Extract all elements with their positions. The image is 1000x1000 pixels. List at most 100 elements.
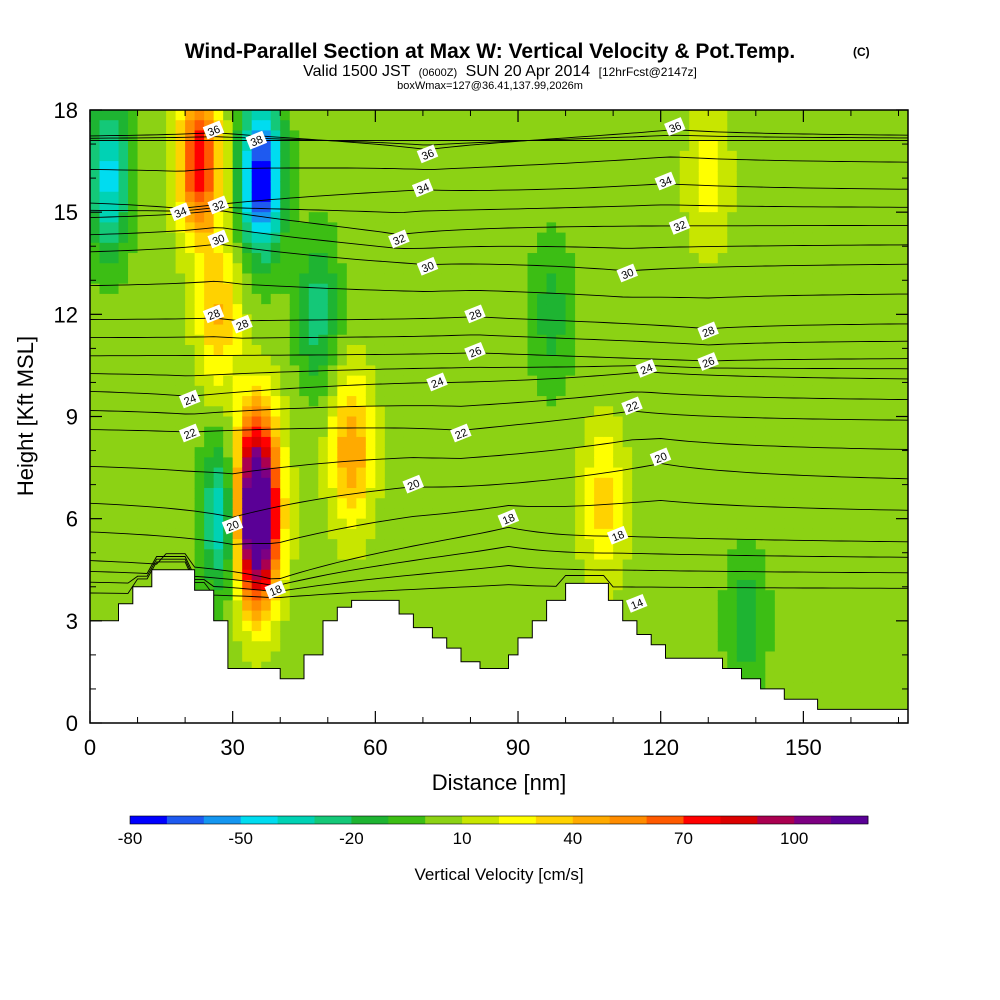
velocity-cell [280, 201, 291, 213]
velocity-cell [841, 314, 852, 326]
velocity-cell [546, 590, 557, 601]
velocity-cell [261, 549, 272, 561]
velocity-cell [156, 201, 167, 213]
velocity-cell [575, 549, 586, 561]
velocity-cell [147, 140, 158, 152]
velocity-cell [499, 273, 510, 285]
velocity-cell [280, 150, 291, 162]
velocity-cell [375, 498, 386, 510]
velocity-cell [632, 171, 643, 183]
velocity-cell [698, 579, 709, 591]
velocity-cell [375, 283, 386, 295]
velocity-cell [270, 314, 281, 326]
velocity-cell [841, 549, 852, 561]
velocity-cell [489, 539, 500, 550]
velocity-cell [670, 191, 681, 203]
velocity-cell [831, 212, 843, 223]
velocity-cell [860, 212, 871, 223]
velocity-cell [384, 436, 395, 448]
velocity-cell [575, 314, 586, 326]
velocity-cell [641, 436, 652, 448]
velocity-cell [822, 324, 833, 336]
velocity-cell [128, 396, 139, 407]
velocity-cell [232, 661, 243, 673]
velocity-cell [479, 641, 491, 653]
velocity-cell [109, 436, 120, 448]
velocity-cell [413, 324, 424, 336]
velocity-cell [755, 130, 766, 142]
velocity-cell [641, 191, 652, 203]
velocity-cell [137, 191, 148, 203]
velocity-cell [232, 406, 243, 418]
velocity-cell [556, 477, 567, 489]
velocity-cell [508, 344, 519, 356]
velocity-cell [755, 273, 766, 285]
velocity-cell [308, 263, 319, 275]
velocity-cell [717, 477, 728, 489]
velocity-cell [99, 150, 110, 162]
velocity-cell [537, 610, 548, 622]
velocity-cell [251, 590, 262, 601]
velocity-cell [556, 590, 567, 601]
velocity-cell [308, 283, 319, 295]
velocity-cell [346, 436, 357, 448]
velocity-cell [441, 344, 453, 356]
velocity-cell [594, 150, 605, 162]
velocity-cell [156, 477, 167, 489]
velocity-cell [90, 161, 101, 172]
velocity-cell [413, 273, 424, 285]
velocity-cell [869, 436, 881, 448]
velocity-cell [375, 120, 386, 132]
velocity-cell [774, 682, 785, 693]
velocity-cell [603, 314, 614, 326]
velocity-cell [261, 283, 272, 295]
velocity-cell [280, 344, 291, 356]
velocity-cell [603, 232, 614, 244]
velocity-cell [537, 161, 548, 172]
velocity-cell [841, 304, 852, 315]
velocity-cell [441, 283, 453, 295]
velocity-cell [679, 477, 690, 489]
velocity-cell [812, 651, 823, 663]
velocity-cell [812, 150, 823, 162]
velocity-cell [299, 201, 310, 213]
velocity-cell [375, 212, 386, 223]
velocity-cell [736, 201, 747, 213]
velocity-cell [812, 253, 823, 264]
velocity-cell [622, 426, 633, 438]
velocity-cell [746, 661, 757, 673]
velocity-cell [232, 253, 243, 264]
velocity-cell [109, 222, 120, 234]
velocity-cell [727, 150, 738, 162]
velocity-cell [470, 436, 481, 448]
velocity-cell [90, 467, 101, 479]
velocity-cell [175, 304, 186, 315]
velocity-cell [261, 222, 272, 234]
velocity-cell [651, 498, 662, 510]
velocity-cell [137, 212, 148, 223]
velocity-cell [689, 140, 700, 152]
velocity-cell [489, 661, 500, 673]
velocity-cell [850, 671, 862, 683]
velocity-cell [470, 171, 481, 183]
velocity-cell [565, 467, 576, 479]
velocity-cell [175, 150, 186, 162]
velocity-cell [527, 488, 538, 499]
velocity-cell [384, 457, 395, 469]
velocity-cell [651, 324, 662, 336]
velocity-cell [375, 375, 386, 387]
velocity-cell [651, 620, 662, 632]
velocity-cell [251, 222, 262, 234]
velocity-cell [318, 181, 329, 193]
velocity-cell [584, 539, 595, 550]
velocity-cell [708, 201, 719, 213]
velocity-cell [270, 181, 281, 193]
velocity-cell [565, 518, 576, 530]
velocity-cell [689, 110, 700, 121]
velocity-cell [765, 447, 776, 458]
velocity-cell [869, 130, 881, 142]
velocity-cell [109, 385, 120, 397]
velocity-cell [784, 263, 795, 275]
velocity-cell [613, 416, 624, 428]
velocity-cell [784, 201, 795, 213]
